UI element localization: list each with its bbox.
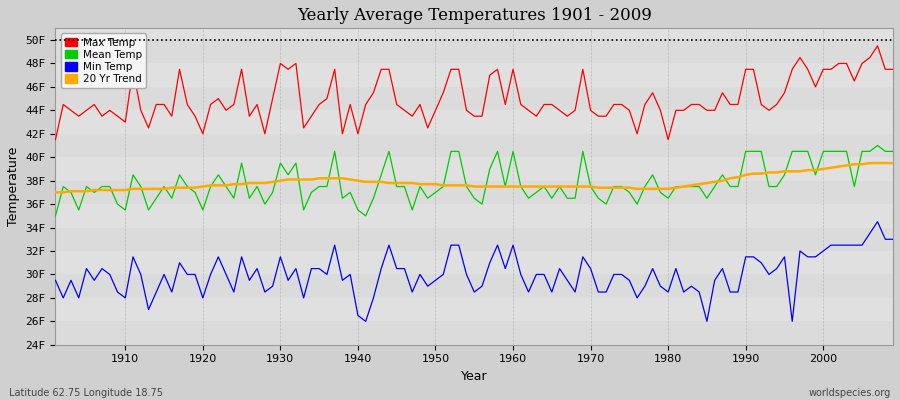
Text: worldspecies.org: worldspecies.org bbox=[809, 388, 891, 398]
Y-axis label: Temperature: Temperature bbox=[7, 147, 20, 226]
Bar bbox=[56, 134, 893, 157]
Bar bbox=[56, 87, 893, 110]
Bar bbox=[56, 321, 893, 345]
Legend: Max Temp, Mean Temp, Min Temp, 20 Yr Trend: Max Temp, Mean Temp, Min Temp, 20 Yr Tre… bbox=[60, 34, 146, 88]
Text: Latitude 62.75 Longitude 18.75: Latitude 62.75 Longitude 18.75 bbox=[9, 388, 163, 398]
Bar bbox=[56, 274, 893, 298]
Bar bbox=[56, 40, 893, 64]
Bar bbox=[56, 228, 893, 251]
X-axis label: Year: Year bbox=[461, 370, 488, 383]
Bar bbox=[56, 181, 893, 204]
Title: Yearly Average Temperatures 1901 - 2009: Yearly Average Temperatures 1901 - 2009 bbox=[297, 7, 652, 24]
